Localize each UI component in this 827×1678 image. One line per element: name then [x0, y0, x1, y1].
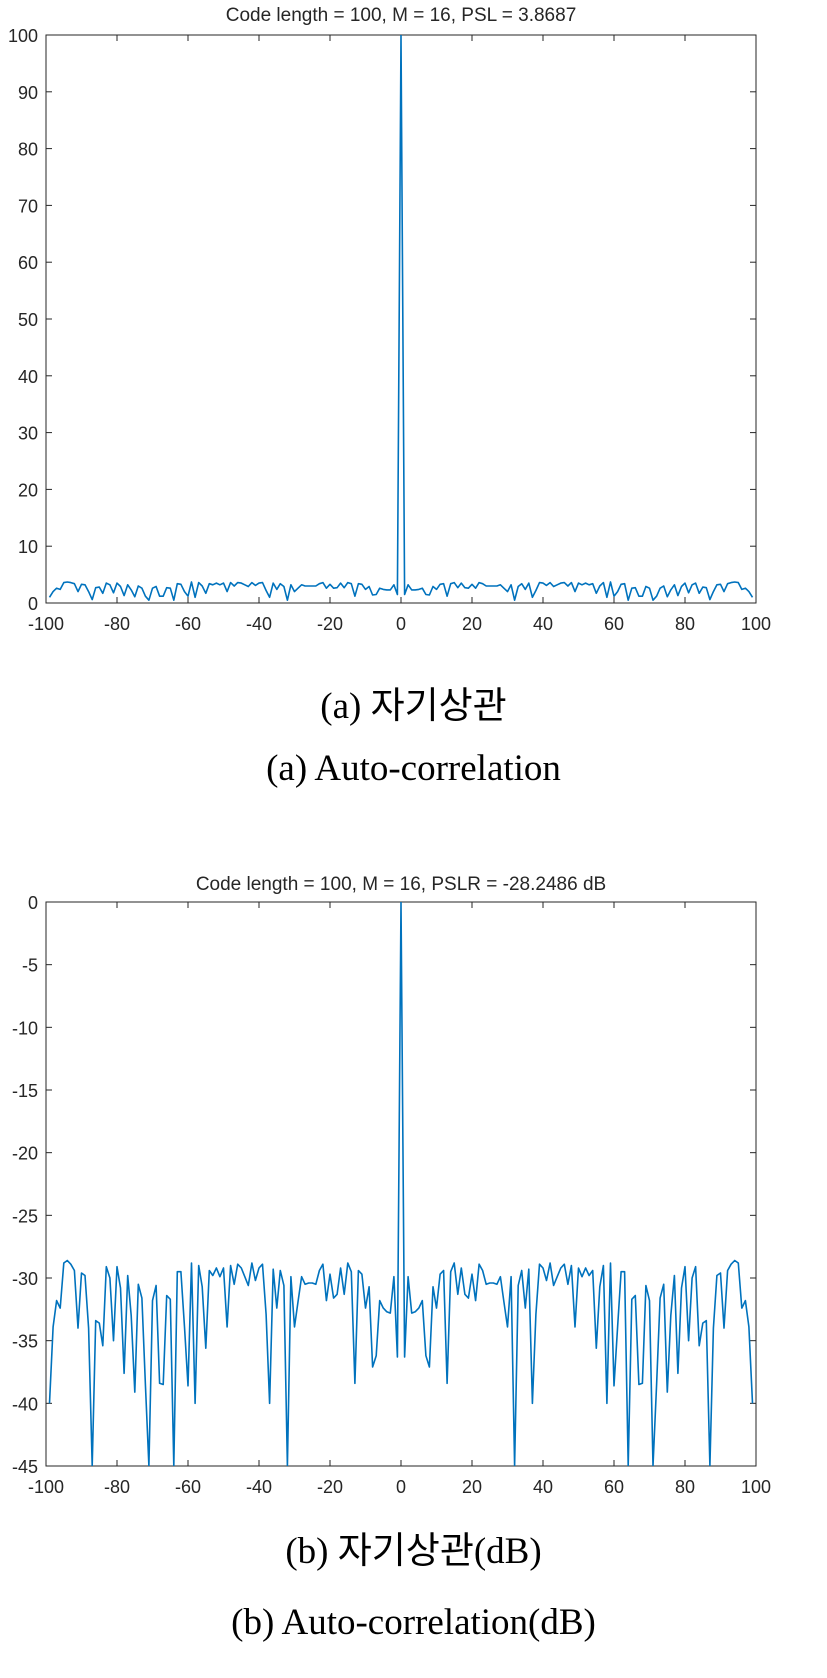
y-tick-label: -15 — [12, 1081, 38, 1101]
x-tick-label: -40 — [246, 614, 272, 634]
y-tick-label: -35 — [12, 1332, 38, 1352]
x-tick-label: 80 — [675, 614, 695, 634]
y-tick-label: -5 — [22, 956, 38, 976]
caption-b-english: (b) Auto-correlation(dB) — [231, 1602, 596, 1643]
y-tick-label: 70 — [18, 196, 38, 216]
series-line — [48, 35, 754, 602]
x-tick-label: 60 — [604, 1477, 624, 1497]
y-tick-label: 20 — [18, 480, 38, 500]
series-line — [48, 902, 754, 1466]
x-tick-label: -100 — [28, 614, 64, 634]
y-tick-label: 0 — [28, 594, 38, 614]
x-tick-label: -40 — [246, 1477, 272, 1497]
chart-autocorrelation: Code length = 100, M = 16, PSL = 3.8687 -… — [8, 5, 771, 634]
x-tick-label: -60 — [175, 614, 201, 634]
x-tick-label: -100 — [28, 1477, 64, 1497]
y-tick-label: 90 — [18, 83, 38, 103]
x-tick-label: 80 — [675, 1477, 695, 1497]
caption-b-korean: (b) 자기상관(dB) — [285, 1531, 542, 1572]
x-tick-label: -80 — [104, 614, 130, 634]
x-tick-label: 100 — [741, 1477, 771, 1497]
y-tick-label: -30 — [12, 1269, 38, 1289]
y-tick-label: -25 — [12, 1206, 38, 1226]
x-tick-label: 40 — [533, 614, 553, 634]
x-tick-label: 20 — [462, 614, 482, 634]
x-tick-label: -80 — [104, 1477, 130, 1497]
y-tick-label: 10 — [18, 537, 38, 557]
x-tick-label: 40 — [533, 1477, 553, 1497]
y-tick-label: 60 — [18, 253, 38, 273]
y-tick-label: 40 — [18, 367, 38, 387]
chart-autocorrelation-db: Code length = 100, M = 16, PSLR = -28.24… — [12, 874, 771, 1497]
x-tick-label: 0 — [396, 614, 406, 634]
y-tick-label: 80 — [18, 140, 38, 160]
y-tick-label: 100 — [8, 26, 38, 46]
chart-title: Code length = 100, M = 16, PSLR = -28.24… — [196, 874, 606, 895]
y-tick-label: 30 — [18, 424, 38, 444]
x-tick-label: 20 — [462, 1477, 482, 1497]
y-tick-label: -20 — [12, 1144, 38, 1164]
caption-a-korean: (a) 자기상관 — [320, 686, 507, 727]
x-tick-label: -20 — [317, 1477, 343, 1497]
x-tick-label: 0 — [396, 1477, 406, 1497]
x-tick-label: 60 — [604, 614, 624, 634]
y-tick-label: -45 — [12, 1457, 38, 1477]
chart-title: Code length = 100, M = 16, PSL = 3.8687 — [226, 5, 577, 26]
x-tick-label: -20 — [317, 614, 343, 634]
x-tick-label: -60 — [175, 1477, 201, 1497]
y-tick-label: 0 — [28, 893, 38, 913]
y-tick-label: -40 — [12, 1394, 38, 1414]
caption-a-english: (a) Auto-correlation — [266, 748, 561, 789]
y-tick-label: -10 — [12, 1018, 38, 1038]
y-tick-label: 50 — [18, 310, 38, 330]
x-tick-label: 100 — [741, 614, 771, 634]
